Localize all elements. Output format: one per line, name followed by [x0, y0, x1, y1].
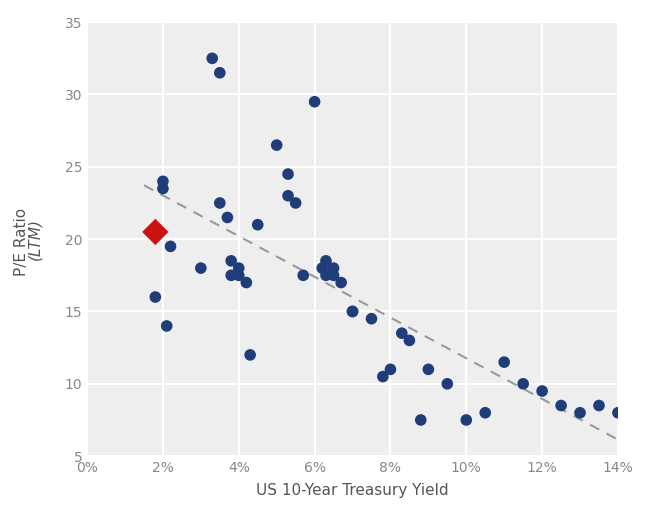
Point	[272, 141, 282, 149]
Point	[328, 264, 339, 272]
Point	[158, 184, 168, 193]
Point	[214, 199, 225, 207]
Point	[378, 372, 388, 381]
X-axis label: US 10-Year Treasury Yield: US 10-Year Treasury Yield	[256, 484, 449, 499]
Point	[298, 271, 308, 280]
Point	[423, 365, 434, 373]
Point	[480, 408, 491, 417]
Point	[499, 358, 510, 366]
Point	[404, 336, 415, 345]
Point	[594, 401, 604, 409]
Point	[320, 257, 331, 265]
Point	[518, 380, 528, 388]
Point	[309, 98, 320, 106]
Point	[537, 387, 547, 395]
Point	[245, 351, 255, 359]
Point	[347, 307, 358, 316]
Point	[161, 322, 172, 330]
Point	[317, 264, 328, 272]
Point	[150, 228, 161, 236]
Point	[385, 365, 396, 373]
Point	[207, 54, 217, 62]
Point	[196, 264, 206, 272]
Point	[222, 213, 233, 221]
Point	[233, 271, 244, 280]
Point	[415, 416, 426, 424]
Point	[150, 293, 161, 301]
Point	[283, 170, 293, 178]
Point	[336, 279, 346, 287]
Point	[226, 257, 237, 265]
Point	[613, 408, 623, 417]
Point	[252, 220, 263, 229]
Point	[396, 329, 407, 337]
Point	[165, 242, 176, 250]
Point	[347, 307, 358, 316]
Point	[233, 264, 244, 272]
Point	[461, 416, 471, 424]
Point	[320, 271, 331, 280]
Point	[158, 177, 168, 185]
Text: P/E Ratio: P/E Ratio	[14, 203, 29, 276]
Point	[241, 279, 252, 287]
Point	[442, 380, 452, 388]
Point	[328, 271, 339, 280]
Point	[575, 408, 585, 417]
Point	[556, 401, 566, 409]
Text: (LTM): (LTM)	[27, 218, 42, 260]
Point	[367, 315, 377, 323]
Point	[214, 68, 225, 77]
Point	[283, 192, 293, 200]
Point	[226, 271, 237, 280]
Point	[291, 199, 301, 207]
